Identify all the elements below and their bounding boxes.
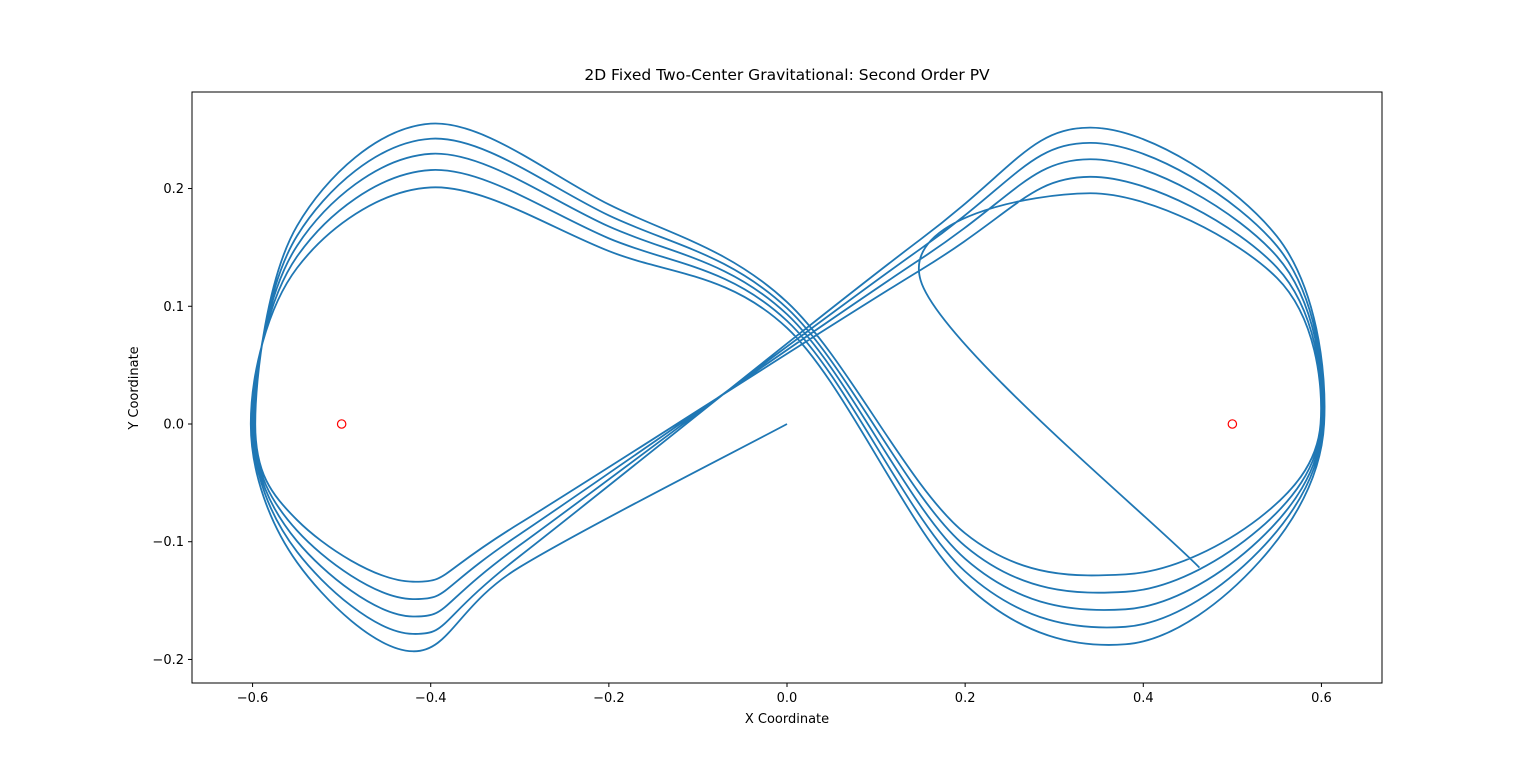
x-tick-label: 0.2	[955, 691, 976, 706]
x-tick-label: 0.4	[1133, 691, 1154, 706]
chart-title: 2D Fixed Two-Center Gravitational: Secon…	[584, 66, 990, 84]
y-tick-label: 0.2	[163, 182, 184, 197]
y-axis-label: Y Coordinate	[127, 346, 142, 430]
x-tick-label: 0.0	[777, 691, 798, 706]
x-axis-label: X Coordinate	[745, 712, 829, 727]
y-tick-label: 0.1	[163, 300, 184, 315]
y-tick-label: −0.2	[152, 653, 184, 668]
x-tick-label: −0.6	[237, 691, 269, 706]
y-tick-label: 0.0	[163, 417, 184, 432]
x-tick-label: −0.4	[415, 691, 447, 706]
y-tick-label: −0.1	[152, 535, 184, 550]
x-tick-label: −0.2	[593, 691, 625, 706]
x-tick-label: 0.6	[1311, 691, 1332, 706]
